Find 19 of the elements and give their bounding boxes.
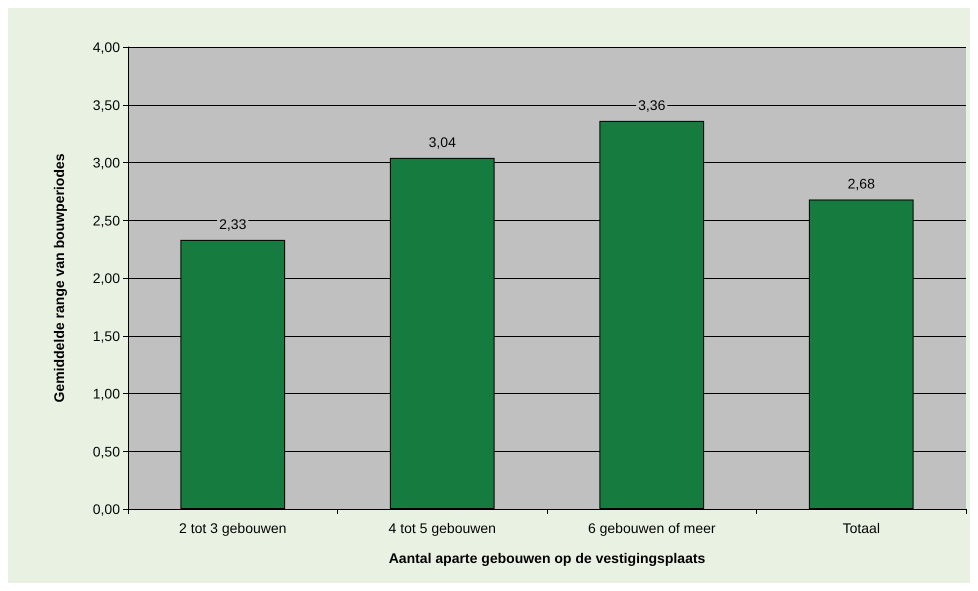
data-label: 2,68 (848, 175, 876, 192)
y-tick-label: 3,50 (92, 96, 120, 113)
y-tick-label: 0,50 (92, 443, 120, 460)
y-tick-label: 1,50 (92, 328, 120, 344)
y-tick-label: 1,00 (92, 386, 120, 402)
x-tick-label: Totaal (842, 520, 880, 536)
y-axis-title: Gemiddelde range van bouwperiodes (51, 153, 67, 402)
y-tick-label: 2,50 (92, 212, 120, 228)
data-label: 2,33 (219, 216, 247, 232)
x-tick-label: 4 tot 5 gebouwen (388, 520, 496, 536)
x-tick-label: 2 tot 3 gebouwen (179, 520, 286, 536)
data-label: 3,36 (638, 96, 666, 113)
data-label: 3,04 (428, 134, 456, 150)
x-axis-title: Aantal aparte gebouwen op de vestigingsplaats (388, 550, 706, 566)
y-tick-label: 4,00 (92, 39, 120, 55)
x-tick-label: 6 gebouwen of meer (588, 520, 716, 536)
y-tick-label: 2,00 (92, 270, 120, 286)
y-tick-label: 3,00 (92, 154, 120, 170)
y-tick-label: 0,00 (92, 501, 120, 517)
